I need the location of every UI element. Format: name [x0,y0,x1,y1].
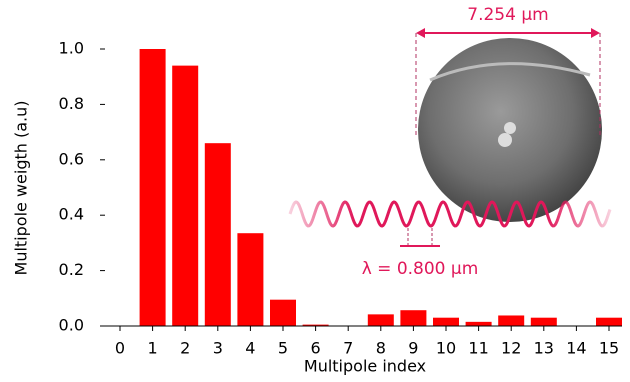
x-tick-label: 4 [245,339,255,358]
x-tick-label: 5 [278,339,288,358]
particle [498,133,512,147]
y-tick-label: 0.6 [59,149,84,168]
x-tick-label: 13 [534,339,554,358]
bar [400,310,427,326]
x-tick-label: 3 [213,339,223,358]
y-tick-label: 0.4 [59,205,84,224]
bar [139,49,166,326]
wave [288,200,612,228]
x-axis-label: Multipole index [304,357,426,376]
x-tick-label: 11 [468,339,488,358]
bar [596,317,622,326]
y-tick-label: 0.0 [59,316,84,335]
x-tick-label: 14 [566,339,586,358]
bar [465,321,492,326]
x-tick-label: 7 [343,339,353,358]
inset-image: 7.254 µm λ = 0.800 µm [288,5,612,279]
bar [270,299,296,326]
x-tick-label: 8 [376,339,386,358]
x-tick-label: 0 [115,339,125,358]
x-tick-label: 12 [501,339,521,358]
bar [367,314,394,326]
x-tick-label: 9 [408,339,418,358]
x-tick-label: 10 [436,339,456,358]
x-tick-label: 2 [180,339,190,358]
annotation: 7.254 µm [467,5,548,25]
y-tick-label: 1.0 [59,39,84,58]
y-axis-label: Multipole weigth (a.u) [12,101,31,276]
bar [530,317,557,326]
annotation: λ = 0.800 µm [362,259,479,279]
bar [172,65,199,327]
bar [204,143,231,326]
particle [504,122,516,134]
bar [498,315,525,326]
bar [237,233,264,326]
x-tick-label: 6 [311,339,321,358]
y-tick-label: 0.8 [59,94,84,113]
sphere-ridge [429,62,591,82]
bar [302,324,329,326]
bar [433,317,459,326]
x-tick-label: 1 [148,339,158,358]
y-tick-label: 0.2 [59,260,84,279]
x-tick-label: 15 [599,339,619,358]
